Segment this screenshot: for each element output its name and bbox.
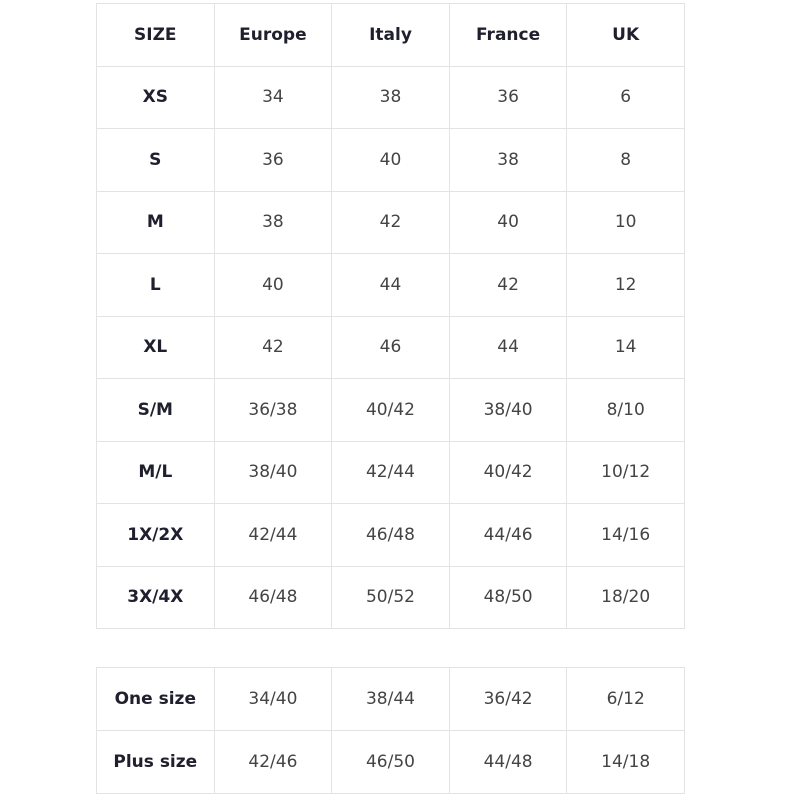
table-cell: 18/20: [566, 565, 685, 629]
table-cell: 6/12: [566, 667, 685, 731]
size-label-cell: 1X/2X: [96, 503, 215, 567]
table-cell: 48/50: [448, 565, 568, 629]
table-row: XS 34 38 36 6: [96, 65, 685, 129]
size-label-cell: S/M: [96, 378, 215, 442]
table-cell: 34: [213, 65, 333, 129]
table-row: S/M 36/38 40/42 38/40 8/10: [96, 378, 685, 442]
size-label-cell: XS: [96, 65, 215, 129]
table-cell: 46/48: [213, 565, 333, 629]
table-cell: 38/40: [213, 440, 333, 504]
table-cell: Europe: [213, 3, 333, 67]
table-cell: 10/12: [566, 440, 685, 504]
table-cell: Italy: [331, 3, 450, 67]
table-cell: 38: [448, 128, 568, 192]
table-cell: 38/44: [331, 667, 450, 731]
table-cell: 40/42: [331, 378, 450, 442]
table-cell: 42: [213, 315, 333, 379]
table-cell: 42/44: [331, 440, 450, 504]
table-row: S 36 40 38 8: [96, 128, 685, 192]
table-cell: 8/10: [566, 378, 685, 442]
table-cell: 36: [213, 128, 333, 192]
table-row: XL 42 46 44 14: [96, 315, 685, 379]
size-label-cell: One size: [96, 667, 215, 731]
size-label-cell: XL: [96, 315, 215, 379]
table-cell: 44: [331, 253, 450, 317]
table-cell: 42/46: [213, 730, 333, 794]
table-cell: 36/42: [448, 667, 568, 731]
table-cell: 46/50: [331, 730, 450, 794]
table-cell: 8: [566, 128, 685, 192]
size-label-cell: M: [96, 190, 215, 254]
table-cell: France: [448, 3, 568, 67]
header-cell: SIZE: [96, 3, 215, 67]
table-cell: 40: [213, 253, 333, 317]
size-label-cell: M/L: [96, 440, 215, 504]
size-label-cell: 3X/4X: [96, 565, 215, 629]
table-cell: 38/40: [448, 378, 568, 442]
table-cell: 10: [566, 190, 685, 254]
table-cell: UK: [566, 3, 685, 67]
table-cell: 50/52: [331, 565, 450, 629]
table-cell: 44/46: [448, 503, 568, 567]
table-cell: 14/16: [566, 503, 685, 567]
table-cell: 40: [448, 190, 568, 254]
table-cell: 40: [331, 128, 450, 192]
table-cell: 34/40: [213, 667, 333, 731]
table-row: 3X/4X 46/48 50/52 48/50 18/20: [96, 565, 685, 629]
table-cell: 6: [566, 65, 685, 129]
table-cell: 38: [213, 190, 333, 254]
table-cell: 46: [331, 315, 450, 379]
table-row: Plus size 42/46 46/50 44/48 14/18: [96, 730, 685, 794]
size-label-cell: L: [96, 253, 215, 317]
table-cell: 14/18: [566, 730, 685, 794]
table-cell: 42: [448, 253, 568, 317]
table-row: M/L 38/40 42/44 40/42 10/12: [96, 440, 685, 504]
table-cell: 44: [448, 315, 568, 379]
table-cell: 12: [566, 253, 685, 317]
table-cell: 36: [448, 65, 568, 129]
special-size-table: One size 34/40 38/44 36/42 6/12 Plus size 42/4…: [96, 667, 685, 794]
size-label-cell: S: [96, 128, 215, 192]
size-label-cell: Plus size: [96, 730, 215, 794]
table-row: One size 34/40 38/44 36/42 6/12: [96, 667, 685, 731]
table-row: 1X/2X 42/44 46/48 44/46 14/16: [96, 503, 685, 567]
size-chart-table: SIZE Europe Italy France UK XS 34 38 36 6 S 36 40 38 8…: [96, 3, 685, 629]
table-cell: 46/48: [331, 503, 450, 567]
table-cell: 14: [566, 315, 685, 379]
table-row: M 38 42 40 10: [96, 190, 685, 254]
table-cell: 40/42: [448, 440, 568, 504]
table-row: L 40 44 42 12: [96, 253, 685, 317]
table-cell: 36/38: [213, 378, 333, 442]
header-row: SIZE Europe Italy France UK: [96, 3, 685, 67]
table-cell: 38: [331, 65, 450, 129]
table-cell: 42: [331, 190, 450, 254]
table-cell: 42/44: [213, 503, 333, 567]
table-cell: 44/48: [448, 730, 568, 794]
